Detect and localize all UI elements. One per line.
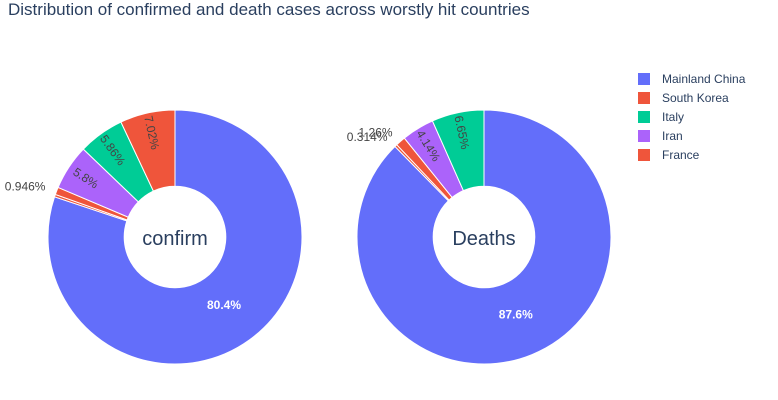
pie-slice-mainland-china (356, 109, 612, 365)
legend-label: Mainland China (662, 72, 746, 86)
slice-label: 1.26% (359, 125, 393, 139)
legend-swatch (638, 149, 650, 161)
legend-item: South Korea (638, 91, 729, 105)
legend-label: France (662, 148, 700, 162)
slice-label: 80.4% (207, 298, 241, 312)
legend-item: France (638, 148, 700, 162)
legend-swatch (638, 130, 650, 142)
legend-label: Iran (662, 129, 683, 143)
legend-item: Mainland China (638, 72, 746, 86)
slice-label: 87.6% (499, 308, 533, 322)
chart-title: Distribution of confirmed and death case… (8, 0, 530, 19)
pie-confirm: 80.4%0.946% 5.8%5.86% 7.02%confirm (5, 109, 303, 365)
legend-label: South Korea (662, 91, 729, 105)
legend-swatch (638, 73, 650, 85)
center-label: confirm (142, 228, 208, 250)
legend-label: Italy (662, 110, 684, 124)
pie-slice-italy (431, 109, 485, 192)
legend-item: Italy (638, 110, 684, 124)
center-label: Deaths (452, 228, 515, 250)
legend-item: Iran (638, 129, 683, 143)
legend: Mainland China South Korea Italy Iran France (638, 72, 746, 162)
slice-label: 6.65% (451, 114, 472, 151)
pie-slice-south-korea (120, 109, 176, 192)
legend-swatch (638, 92, 650, 104)
pie-slice-mainland-china (47, 109, 303, 365)
pie-deaths: 87.6%0.314%1.26% 4.14% 6.65%Deaths (347, 109, 612, 365)
slice-label: 0.946% (5, 180, 46, 194)
legend-swatch (638, 111, 650, 123)
slice-label: 0.314% (347, 130, 388, 144)
